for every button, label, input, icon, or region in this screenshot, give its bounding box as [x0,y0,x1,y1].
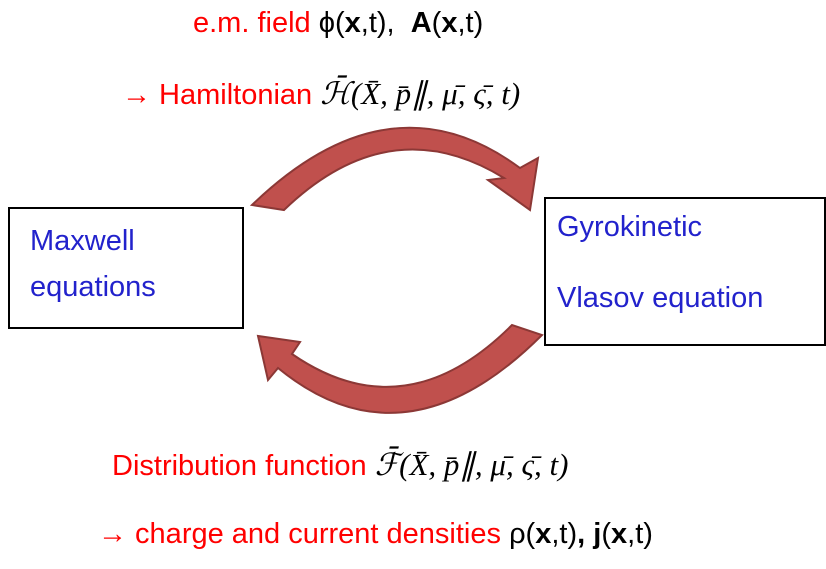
formula: ℱ̄(X̄, p̄∥, μ̄, ς̄, t) [375,445,569,482]
label: ,t) [627,518,653,550]
label [585,518,593,550]
label: ρ( [509,518,535,550]
label: A [411,7,432,39]
label: j [592,518,601,550]
bottom-line-2: → charge and current densities ρ(x,t), j… [98,518,653,550]
label: x [345,7,361,39]
label: e.m. field [193,7,319,39]
arrow-bottom [256,323,544,414]
label: x [441,7,457,39]
label: , [577,518,585,550]
label: → charge and current densities [98,518,509,550]
arrow-top [249,126,540,212]
right-box [544,197,826,346]
bottom-line-1: Distribution function ℱ̄(X̄, p̄∥, μ̄, ς̄… [112,445,568,482]
label: → Hamiltonian [122,79,320,111]
label: ,t), [361,7,411,39]
right-box-line: Gyrokinetic [557,211,702,243]
left-box [8,207,244,329]
label: ( [601,518,611,550]
label: ϕ( [319,7,345,39]
right-box-line: Vlasov equation [557,282,763,314]
label: Distribution function [112,450,375,482]
label: x [611,518,627,550]
label: x [535,518,551,550]
label: ,t) [457,7,483,39]
label: ( [432,7,442,39]
top-line-1: e.m. field ϕ(x,t), A(x,t) [193,7,483,39]
label: ,t) [551,518,577,550]
left-box-line: equations [30,271,156,303]
left-box-line: Maxwell [30,225,135,257]
top-line-2: → Hamiltonian ℋ̄(X̄, p̄∥, μ̄, ς̄, t) [122,74,520,111]
formula: ℋ̄(X̄, p̄∥, μ̄, ς̄, t) [320,74,520,111]
